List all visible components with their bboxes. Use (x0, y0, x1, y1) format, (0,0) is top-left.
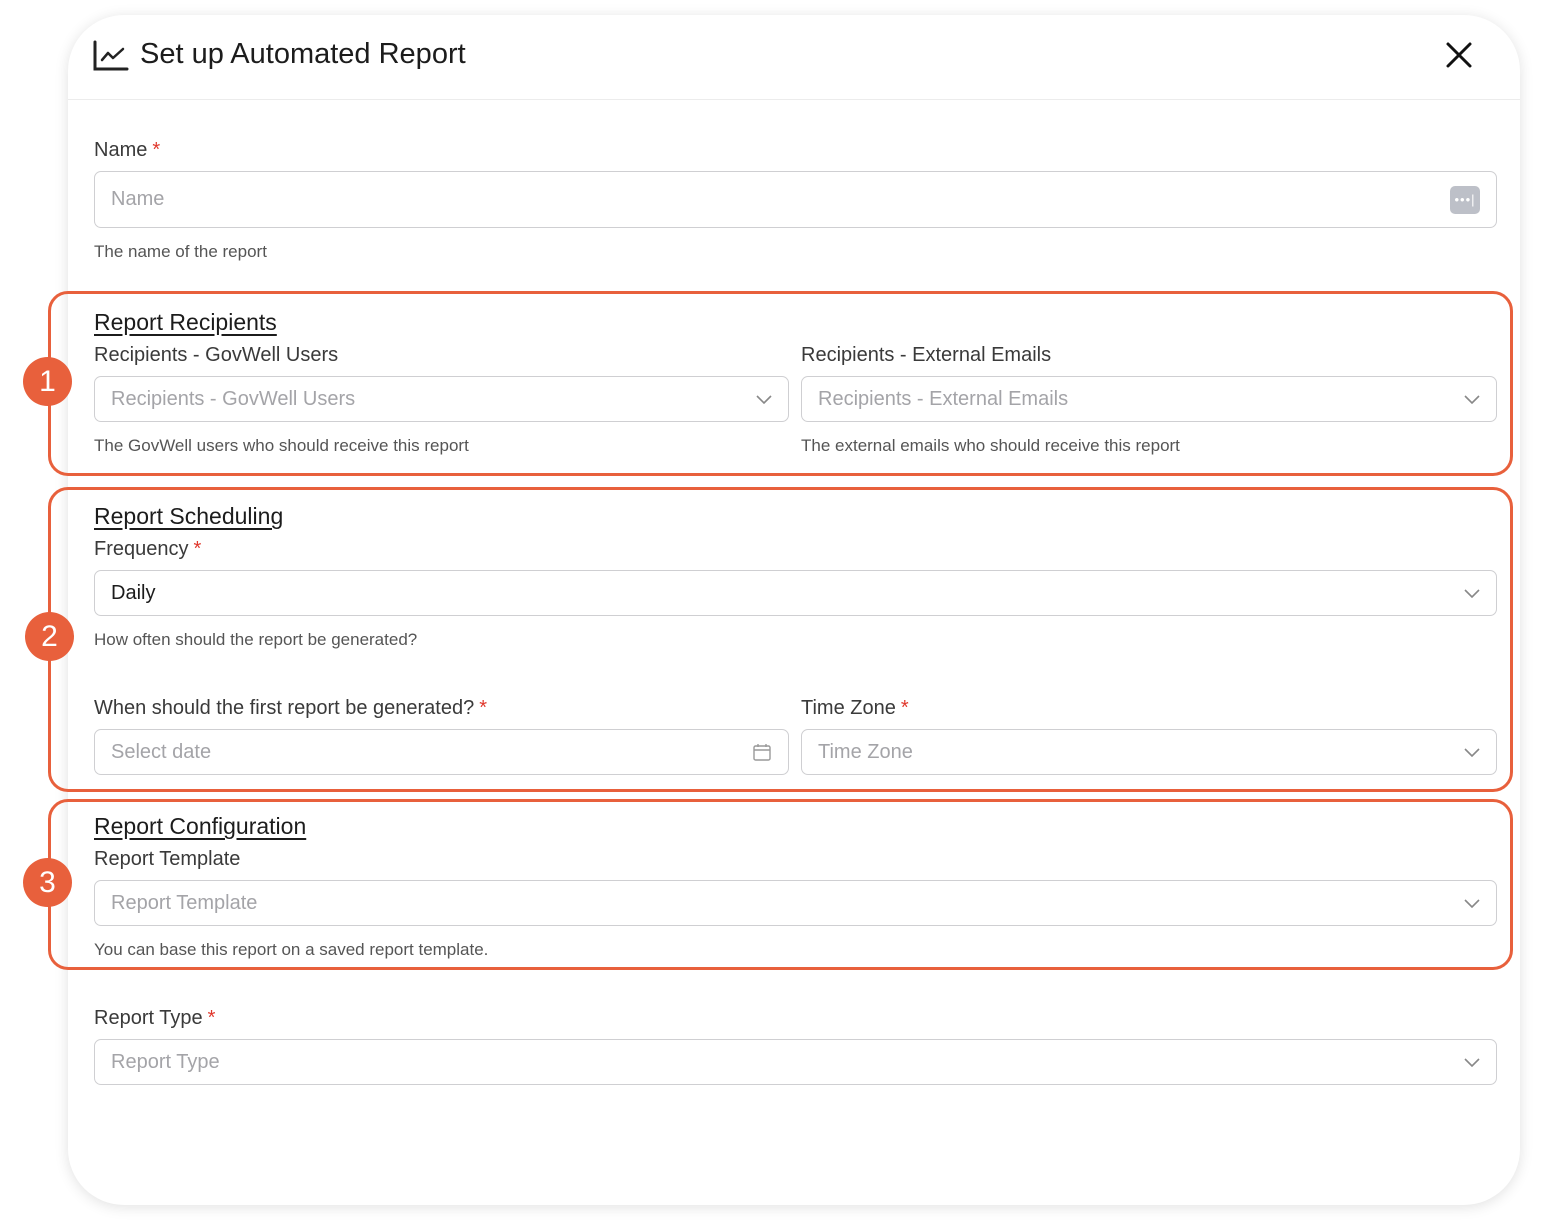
first-date-label: When should the first report be generate… (94, 697, 487, 720)
chevron-down-icon (1464, 1058, 1480, 1067)
frequency-help: How often should the report be generated… (94, 630, 418, 649)
dialog-title: Set up Automated Report (140, 38, 466, 70)
close-icon[interactable] (1442, 38, 1476, 72)
chevron-down-icon (1464, 395, 1480, 404)
frequency-label: Frequency * (94, 538, 201, 561)
govwell-users-placeholder: Recipients - GovWell Users (111, 387, 356, 410)
frequency-value: Daily (111, 581, 156, 604)
external-emails-label: Recipients - External Emails (801, 344, 1052, 366)
external-emails-select[interactable]: Recipients - External Emails (801, 376, 1497, 422)
template-select[interactable]: Report Template (94, 880, 1497, 926)
template-label: Report Template (94, 848, 241, 870)
required-mark: * (900, 697, 909, 719)
report-type-label: Report Type * (94, 1007, 215, 1030)
calendar-icon[interactable] (752, 742, 772, 762)
required-mark: * (193, 538, 202, 560)
configuration-heading: Report Configuration (94, 813, 307, 839)
first-date-picker[interactable]: Select date (94, 729, 789, 775)
timezone-label: Time Zone * (801, 697, 909, 720)
timezone-select[interactable]: Time Zone (801, 729, 1497, 775)
external-emails-help: The external emails who should receive t… (801, 436, 1180, 455)
govwell-users-label: Recipients - GovWell Users (94, 344, 339, 366)
report-type-select[interactable]: Report Type (94, 1039, 1497, 1085)
frequency-label-text: Frequency (94, 538, 189, 560)
scheduling-heading: Report Scheduling (94, 503, 284, 529)
chevron-down-icon (756, 395, 772, 404)
report-type-placeholder: Report Type (111, 1050, 220, 1073)
govwell-users-select[interactable]: Recipients - GovWell Users (94, 376, 789, 422)
chevron-down-icon (1464, 899, 1480, 908)
password-manager-icon[interactable]: •••| (1450, 185, 1480, 214)
govwell-users-help: The GovWell users who should receive thi… (94, 436, 469, 455)
required-mark: * (479, 697, 488, 719)
annotation-badge-3: 3 (23, 858, 72, 907)
annotation-badge-2: 2 (25, 612, 74, 661)
name-label-text: Name (94, 139, 148, 161)
name-help: The name of the report (94, 242, 267, 261)
timezone-placeholder: Time Zone (818, 740, 913, 763)
template-placeholder: Report Template (111, 891, 258, 914)
timezone-label-text: Time Zone (801, 697, 896, 719)
report-type-label-text: Report Type (94, 1007, 203, 1029)
chevron-down-icon (1464, 748, 1480, 757)
template-help: You can base this report on a saved repo… (94, 940, 489, 959)
name-input[interactable]: Name •••| (94, 171, 1497, 228)
name-label: Name * (94, 139, 160, 162)
required-mark: * (152, 139, 161, 161)
required-mark: * (207, 1007, 216, 1029)
annotation-badge-1: 1 (23, 357, 72, 406)
frequency-select[interactable]: Daily (94, 570, 1497, 616)
line-chart-icon (93, 40, 129, 71)
external-emails-placeholder: Recipients - External Emails (818, 387, 1069, 410)
chevron-down-icon (1464, 589, 1480, 598)
first-date-label-text: When should the first report be generate… (94, 697, 475, 719)
name-placeholder: Name (111, 188, 165, 210)
dialog-header (68, 15, 1520, 100)
recipients-heading: Report Recipients (94, 309, 277, 335)
first-date-placeholder: Select date (111, 740, 212, 763)
